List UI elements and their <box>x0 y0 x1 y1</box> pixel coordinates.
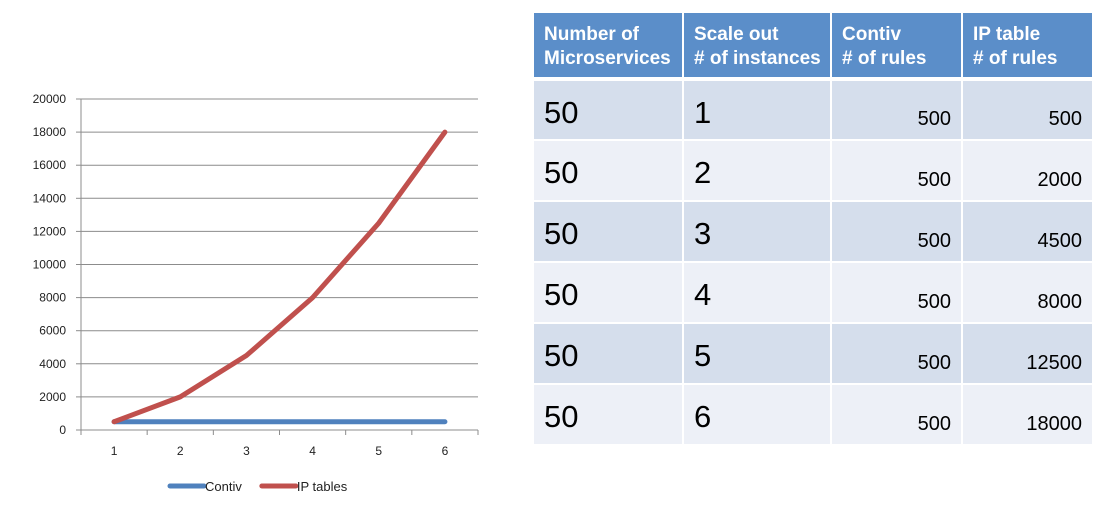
y-tick-label: 12000 <box>33 224 67 238</box>
y-tick-label: 2000 <box>39 390 66 404</box>
cell-contiv-rules: 500 <box>831 79 963 141</box>
table-row: 50 1 500 500 <box>534 79 1092 141</box>
cell-microservices: 50 <box>534 384 684 446</box>
cell-instances: 5 <box>683 323 832 385</box>
cell-microservices: 50 <box>534 262 684 324</box>
y-tick-label: 20000 <box>33 92 67 106</box>
cell-iptable-rules: 4500 <box>962 201 1092 263</box>
table-row: 50 3 500 4500 <box>534 201 1092 263</box>
y-tick-label: 14000 <box>33 191 67 205</box>
cell-instances: 6 <box>683 384 832 446</box>
cell-contiv-rules: 500 <box>831 201 963 263</box>
series-line-ip-tables <box>111 129 448 425</box>
table-row: 50 5 500 12500 <box>534 323 1092 385</box>
cell-microservices: 50 <box>534 140 684 202</box>
x-tick-label: 6 <box>442 444 449 458</box>
cell-iptable-rules: 500 <box>962 79 1092 141</box>
y-tick-label: 10000 <box>33 258 67 272</box>
x-tick-label: 4 <box>309 444 316 458</box>
header-microservices: Number of Microservices <box>534 13 684 81</box>
y-tick-label: 8000 <box>39 291 66 305</box>
y-tick-label: 4000 <box>39 357 66 371</box>
table-row: 50 2 500 2000 <box>534 140 1092 202</box>
cell-contiv-rules: 500 <box>831 384 963 446</box>
rules-table: Number of Microservices Scale out # of ins… <box>534 13 1092 446</box>
cell-iptable-rules: 18000 <box>962 384 1092 446</box>
cell-instances: 2 <box>683 140 832 202</box>
table-row: 50 4 500 8000 <box>534 262 1092 324</box>
cell-instances: 3 <box>683 201 832 263</box>
cell-instances: 4 <box>683 262 832 324</box>
cell-contiv-rules: 500 <box>831 262 963 324</box>
y-tick-label: 0 <box>59 423 66 437</box>
cell-contiv-rules: 500 <box>831 323 963 385</box>
cell-contiv-rules: 500 <box>831 140 963 202</box>
legend-label-ip-tables: IP tables <box>297 479 348 494</box>
x-tick-label: 5 <box>375 444 382 458</box>
table-header-row: Number of Microservices Scale out # of ins… <box>534 13 1092 81</box>
cell-microservices: 50 <box>534 79 684 141</box>
cell-instances: 1 <box>683 79 832 141</box>
line-chart: 0 2000 4000 6000 8000 10000 12000 14000 16000 180… <box>33 92 479 494</box>
header-scale-out: Scale out # of instances <box>683 13 832 81</box>
x-tick-label: 3 <box>243 444 250 458</box>
x-tick-label: 2 <box>177 444 184 458</box>
cell-iptable-rules: 12500 <box>962 323 1092 385</box>
cell-iptable-rules: 2000 <box>962 140 1092 202</box>
cell-microservices: 50 <box>534 201 684 263</box>
x-tick-label: 1 <box>111 444 118 458</box>
y-tick-label: 18000 <box>33 125 67 139</box>
y-tick-label: 6000 <box>39 324 66 338</box>
cell-iptable-rules: 8000 <box>962 262 1092 324</box>
cell-microservices: 50 <box>534 323 684 385</box>
y-tick-label: 16000 <box>33 158 67 172</box>
header-contiv-rules: Contiv # of rules <box>831 13 963 81</box>
header-iptable-rules: IP table # of rules <box>962 13 1092 81</box>
legend-label-contiv: Contiv <box>205 479 242 494</box>
table-row: 50 6 500 18000 <box>534 384 1092 446</box>
